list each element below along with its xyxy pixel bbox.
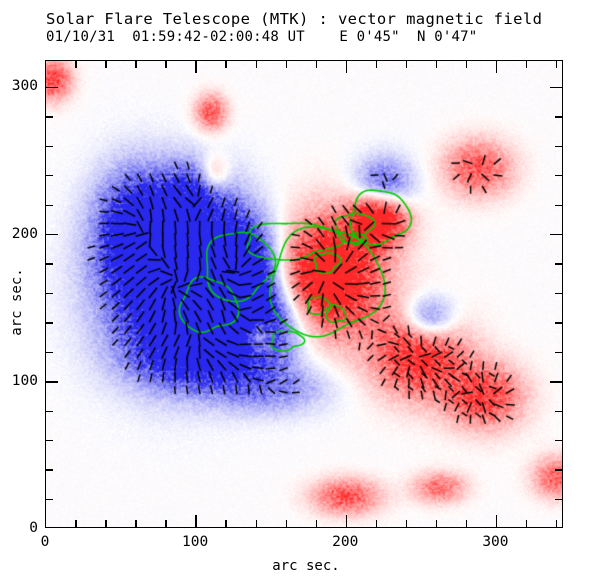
- x-tick: [375, 520, 377, 527]
- x-tick: [405, 61, 408, 68]
- y-tick: [46, 145, 53, 148]
- x-tick: [555, 520, 558, 527]
- y-axis-title: arc sec.: [9, 268, 25, 336]
- x-tick: [495, 515, 498, 527]
- y-tick: [555, 292, 562, 295]
- x-tick-label: 200: [332, 534, 359, 550]
- y-tick: [46, 263, 53, 265]
- x-tick: [465, 61, 468, 68]
- y-tick: [46, 351, 53, 354]
- y-tick-label: 100: [11, 372, 38, 389]
- x-tick: [225, 520, 227, 527]
- x-tick: [435, 61, 438, 68]
- x-tick: [375, 61, 377, 68]
- y-tick: [555, 175, 562, 177]
- y-tick-label: 0: [29, 520, 38, 536]
- x-axis-title: arc sec.: [272, 558, 340, 574]
- y-tick: [555, 498, 562, 501]
- x-tick: [195, 515, 197, 527]
- y-tick: [555, 322, 562, 324]
- y-tick: [555, 410, 562, 412]
- y-tick: [46, 439, 53, 442]
- x-tick: [465, 520, 468, 527]
- x-tick: [255, 61, 257, 68]
- x-tick: [195, 61, 197, 73]
- y-tick: [46, 381, 58, 383]
- x-tick: [525, 520, 528, 527]
- page-subtitle: 01/10/31 01:59:42-02:00:48 UT E 0'45" N …: [46, 29, 478, 45]
- title-block: Solar Flare Telescope (MTK) : vector mag…: [46, 10, 606, 46]
- x-tick: [345, 515, 347, 527]
- y-tick: [46, 469, 53, 471]
- x-tick: [555, 61, 558, 68]
- x-tick: [435, 520, 438, 527]
- x-tick: [105, 520, 107, 527]
- x-tick: [75, 61, 77, 68]
- x-tick-label: 300: [482, 534, 509, 550]
- y-tick: [46, 116, 53, 118]
- page-title: Solar Flare Telescope (MTK) : vector mag…: [46, 10, 543, 28]
- y-tick: [46, 175, 53, 177]
- y-tick: [46, 233, 58, 236]
- y-tick: [46, 86, 58, 89]
- y-tick: [46, 204, 53, 206]
- x-tick: [285, 61, 287, 68]
- x-tick: [75, 520, 77, 527]
- x-tick: [315, 61, 317, 68]
- magnetogram-plot: [45, 60, 563, 528]
- x-tick: [345, 61, 347, 73]
- magnetogram-canvas: [46, 61, 562, 527]
- x-tick: [165, 520, 167, 527]
- x-tick: [405, 520, 408, 527]
- x-tick: [285, 520, 287, 527]
- y-tick-label: 200: [11, 225, 38, 242]
- y-tick: [555, 469, 562, 471]
- y-tick: [46, 410, 53, 412]
- x-tick: [495, 61, 498, 73]
- x-tick: [315, 520, 317, 527]
- y-tick: [555, 263, 562, 265]
- y-tick: [550, 86, 562, 89]
- y-tick: [46, 498, 53, 501]
- magnetogram-image: [46, 61, 562, 527]
- x-tick: [135, 61, 137, 68]
- x-tick: [135, 520, 137, 527]
- y-tick: [555, 145, 562, 148]
- x-tick: [255, 520, 257, 527]
- x-tick-label: 100: [182, 534, 209, 550]
- x-tick: [165, 61, 167, 68]
- y-tick: [46, 292, 53, 295]
- y-tick: [550, 381, 562, 383]
- y-tick: [555, 116, 562, 118]
- x-tick: [525, 61, 528, 68]
- x-tick: [105, 61, 107, 68]
- x-tick-label: 0: [40, 534, 50, 550]
- y-tick: [46, 322, 53, 324]
- y-tick: [555, 351, 562, 354]
- x-tick: [225, 61, 227, 68]
- y-tick: [555, 439, 562, 442]
- y-tick: [550, 233, 562, 236]
- y-tick-label: 300: [11, 78, 38, 95]
- y-tick: [555, 204, 562, 206]
